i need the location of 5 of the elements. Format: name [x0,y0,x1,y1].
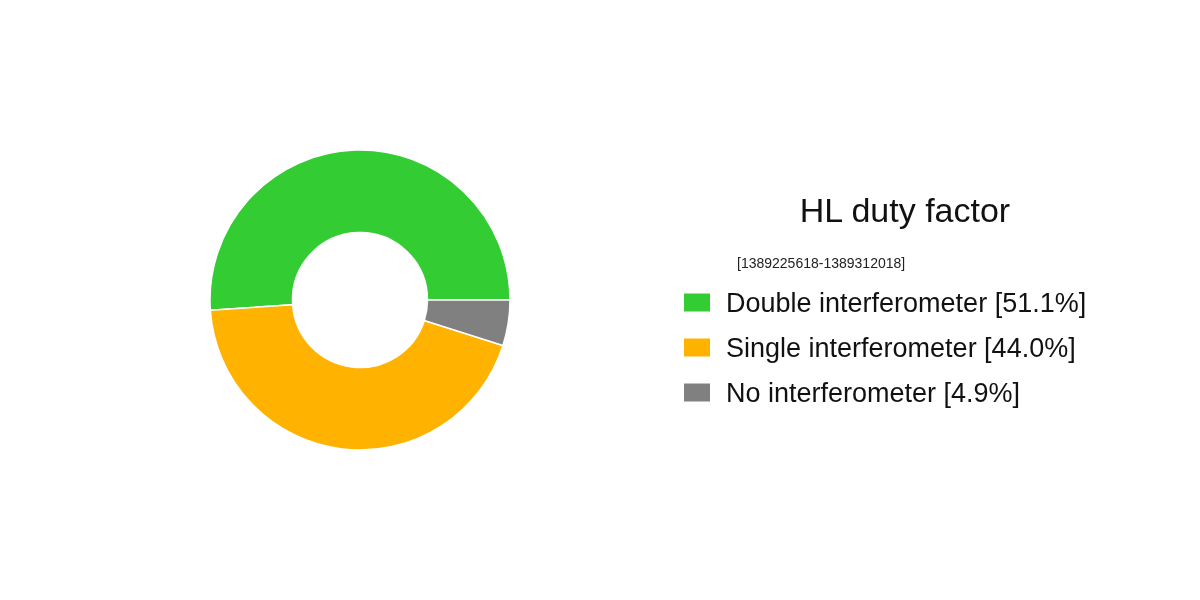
legend-label: Single interferometer [44.0%] [726,332,1076,363]
text: HL duty factor [799,191,1011,229]
text: [1389225618-1389312018] [737,255,906,271]
legend-label: Double interferometer [51.1%] [726,287,1087,318]
legend-label: No interferometer [4.9%] [726,377,1021,408]
